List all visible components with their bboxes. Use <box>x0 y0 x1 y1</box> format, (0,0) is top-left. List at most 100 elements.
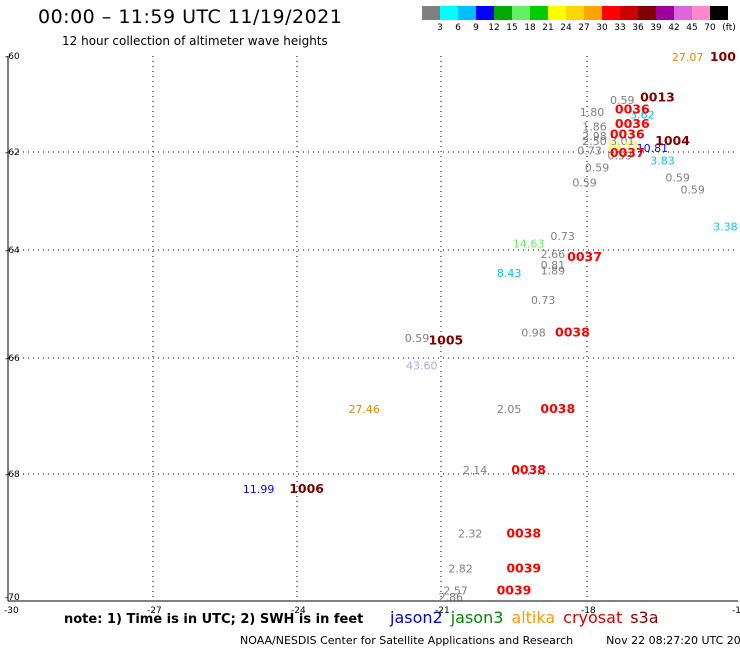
swh-label: 0.59 <box>680 184 705 197</box>
scale-label: 33 <box>614 23 626 33</box>
satellite-legend: jason2 jason3 altika cryosat s3a <box>390 608 667 627</box>
swh-label: 8.43 <box>497 267 522 280</box>
swh-label: 0.59 <box>572 176 597 189</box>
scale-label: 21 <box>542 23 554 33</box>
legend-item-s3a: s3a <box>630 608 659 627</box>
rev-label: 0039 <box>506 560 541 575</box>
scale-label: 9 <box>473 23 479 33</box>
swh-label: 0.59 <box>585 162 610 175</box>
scale-label: 27 <box>578 23 590 33</box>
scale-swatch <box>512 6 530 20</box>
x-tick-label: -24 <box>291 606 306 616</box>
swh-label: 3.62 <box>630 108 655 121</box>
swh-label: 0.59 <box>405 332 430 345</box>
scale-label: 24 <box>560 23 572 33</box>
scale-swatch <box>584 6 602 20</box>
data-labels: 27.070.591.80 3.621.862.982.50 3.0124.530.… <box>243 49 738 604</box>
scale-swatch <box>620 6 638 20</box>
rev-label: 1006 <box>289 481 324 496</box>
x-tick-label: -18 <box>581 606 596 616</box>
scale-label: 18 <box>524 23 536 33</box>
swh-label: 2.50 <box>582 135 607 148</box>
swh-label: 11.99 <box>243 483 275 496</box>
scale-label: 70 <box>704 23 716 33</box>
swh-label: 3.01 <box>610 135 635 148</box>
swh-label: 14.63 <box>513 238 545 251</box>
swh-label: 0.73 <box>550 230 575 243</box>
scale-swatch <box>440 6 458 20</box>
rev-label: 0013 <box>640 90 675 105</box>
rev-label: 1004 <box>655 133 690 148</box>
swh-label: 0.81 <box>541 259 566 272</box>
scale-swatch <box>656 6 674 20</box>
scale-swatch <box>602 6 620 20</box>
plot-frame <box>7 56 738 602</box>
y-tick-label: -68 <box>5 470 20 480</box>
rev-label: 1005 <box>428 333 463 348</box>
y-tick-label: -62 <box>5 148 20 158</box>
swh-label: 0.59 <box>610 94 635 107</box>
x-tick-label: -27 <box>147 606 162 616</box>
legend-item-altika: altika <box>511 608 556 627</box>
grid-lines <box>8 56 738 601</box>
swh-label: 0.73 <box>577 144 602 157</box>
y-tick-label: -60 <box>5 52 20 62</box>
scale-label: 45 <box>686 23 698 33</box>
swh-label: 27.46 <box>348 403 380 416</box>
swh-label: 2.14 <box>463 464 488 477</box>
swh-label: 24.53 <box>606 140 638 153</box>
scale-swatch <box>476 6 494 20</box>
rev-label: 0038 <box>506 526 541 541</box>
swh-label: 1.86 <box>582 120 607 133</box>
rev-label: 0037 <box>567 249 602 264</box>
scale-swatch <box>494 6 512 20</box>
scale-swatch <box>530 6 548 20</box>
legend-item-jason2: jason2 <box>390 608 443 627</box>
scale-swatch <box>710 6 728 20</box>
footer-center: NOAA/NESDIS Center for Satellite Applica… <box>240 634 574 647</box>
swh-label: 43.60 <box>406 360 438 373</box>
axis-ticks: -60 -62 -64 -66 -68 -27 -24 -21 -18 -15 -70 -30 <box>4 52 740 616</box>
scale-swatch <box>692 6 710 20</box>
rev-label: 0036 <box>615 102 650 117</box>
rev-label: 0036 <box>610 127 645 142</box>
rev-label: 0037 <box>610 145 645 160</box>
rev-label: 0039 <box>497 583 532 598</box>
swh-label: 0.59 <box>665 171 690 184</box>
swh-label: 0.98 <box>521 326 546 339</box>
swh-label: 1.80 <box>580 106 605 119</box>
scale-swatch <box>458 6 476 20</box>
scale-label: 12 <box>488 23 500 33</box>
scale-label: 15 <box>506 23 518 33</box>
swh-label: 27.07 <box>672 51 704 64</box>
scale-label: 36 <box>632 23 644 33</box>
scale-label: 3 <box>437 23 443 33</box>
rev-label: 100 <box>710 49 736 64</box>
scale-swatch <box>566 6 584 20</box>
scale-label: 42 <box>668 23 680 33</box>
rev-label: 0038 <box>540 401 575 416</box>
x-tick-label: -15 <box>732 606 740 616</box>
swh-label: 0.59 <box>607 149 632 162</box>
swh-label: 2.05 <box>497 403 522 416</box>
rev-label: 0038 <box>511 462 546 477</box>
y-tick-label: -64 <box>5 246 20 256</box>
swh-label: 2.82 <box>448 562 473 575</box>
swh-label: 2.66 <box>541 248 566 261</box>
scale-label: 6 <box>455 23 461 33</box>
note-text: note: 1) Time is in UTC; 2) SWH is in fe… <box>64 612 364 627</box>
scale-unit: (ft) <box>722 23 736 33</box>
swh-label: 3.83 <box>650 154 675 167</box>
chart-title: 00:00 – 11:59 UTC 11/19/2021 <box>38 6 343 28</box>
swh-label: 3.38 <box>713 220 738 233</box>
swh-label: 2.86 <box>438 591 463 604</box>
swh-label: 10.81 <box>637 142 669 155</box>
corner-tick-label: -30 <box>4 606 19 616</box>
scale-swatch <box>638 6 656 20</box>
rev-label: 0036 <box>615 116 650 131</box>
rev-label: 0038 <box>555 324 590 339</box>
scale-swatch <box>548 6 566 20</box>
y-tick-label: -70 <box>5 593 20 603</box>
footer-timestamp: Nov 22 08:27:20 UTC 2021 <box>606 634 740 647</box>
